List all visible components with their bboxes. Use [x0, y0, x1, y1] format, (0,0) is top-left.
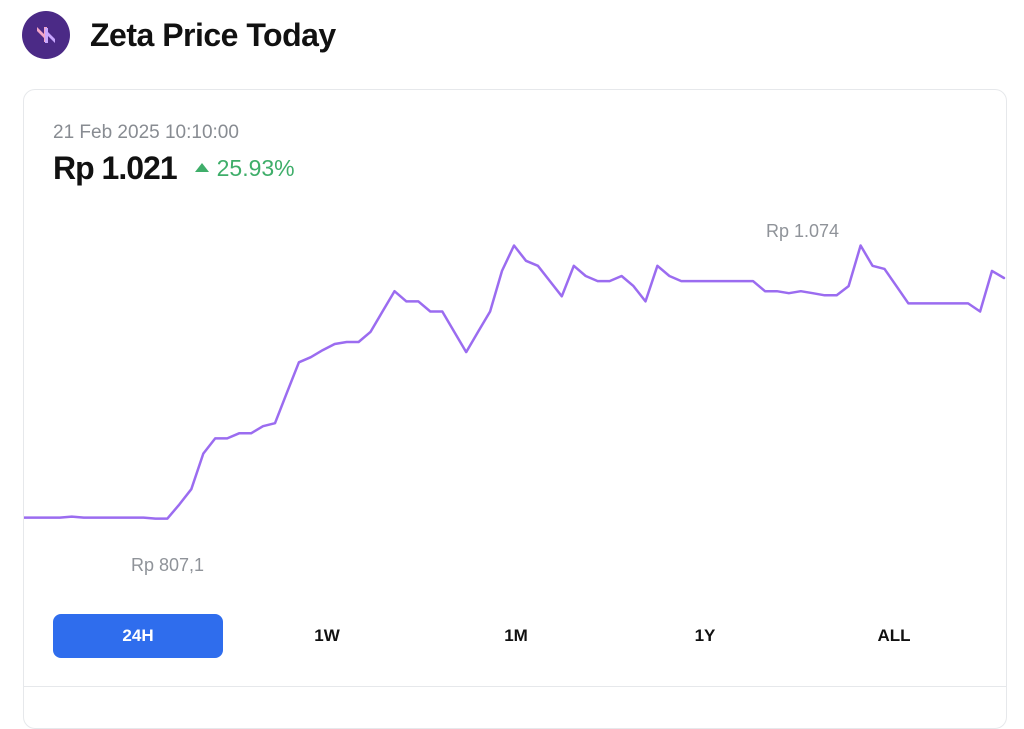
tab-1m[interactable]: 1M: [504, 626, 528, 645]
card-divider: [24, 686, 1006, 687]
price-change-badge: 25.93%: [194, 155, 295, 182]
tab-all[interactable]: ALL: [877, 626, 911, 645]
price-timestamp: 21 Feb 2025 10:10:00: [53, 122, 239, 143]
price-chart-card: 21 Feb 2025 10:10:00 Rp 1.021 25.93% Rp …: [23, 89, 1007, 729]
page-title: Zeta Price Today: [90, 16, 336, 53]
chart-low-label: Rp 807,1: [131, 555, 205, 575]
tab-1y[interactable]: 1Y: [694, 626, 716, 645]
tab-24h[interactable]: 24H: [53, 614, 223, 658]
zeta-logo-icon: [22, 11, 70, 59]
price-row: Rp 1.021 25.93%: [53, 150, 295, 187]
current-price: Rp 1.021: [53, 150, 178, 186]
arrow-up-icon: [194, 163, 209, 172]
page-header: Zeta Price Today: [22, 10, 336, 60]
price-change-value: 25.93%: [216, 155, 295, 181]
price-line: [24, 244, 1006, 520]
price-line-chart[interactable]: [24, 90, 1006, 610]
timeframe-tabs: 24H 1W 1M 1Y ALL: [53, 614, 1001, 658]
tab-1w[interactable]: 1W: [314, 626, 340, 645]
chart-high-label: Rp 1.074: [766, 221, 840, 241]
